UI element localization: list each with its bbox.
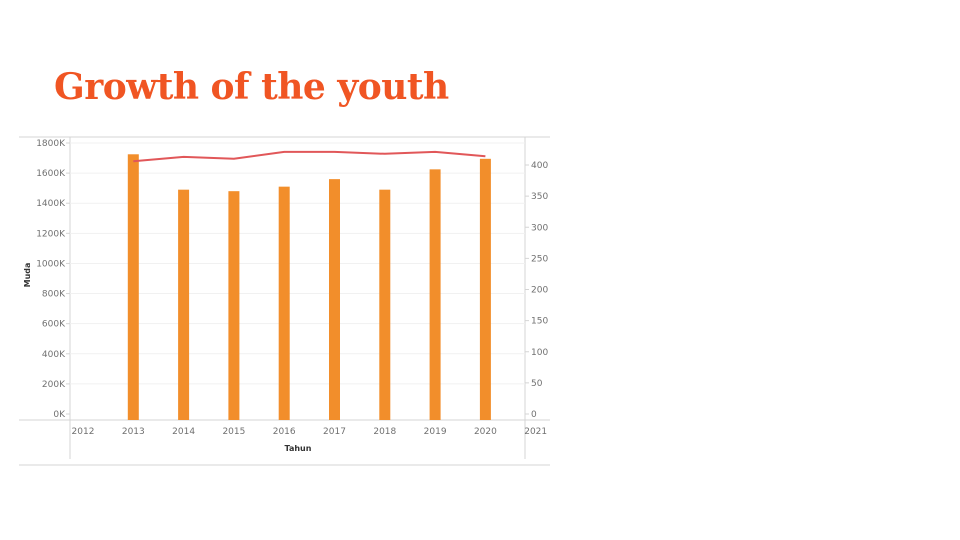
x-tick-label: 2019	[424, 427, 447, 437]
x-tick-label: 2020	[474, 427, 497, 437]
x-tick-label: 2017	[323, 427, 346, 437]
right-tick-label: 100	[531, 348, 548, 358]
bar	[228, 191, 240, 420]
bar	[178, 189, 190, 420]
bar	[479, 158, 491, 420]
right-tick-label: 300	[531, 223, 548, 233]
line-series	[133, 150, 486, 163]
left-tick-label: 200K	[42, 380, 66, 390]
slide-title: Growth of the youth	[54, 66, 449, 108]
bar	[127, 154, 139, 420]
right-tick-label: 350	[531, 192, 548, 202]
left-axis: 0K 200K 400K 600K 800K 1000K 1200K 1400K 1600K 18…	[36, 139, 70, 420]
x-axis: 2012 2013 2014 2015 2016 2017 2018 2019 2020 2021	[72, 427, 548, 437]
bar	[429, 169, 441, 420]
gridlines	[70, 142, 525, 385]
line-path	[133, 150, 486, 163]
left-tick-label: 400K	[42, 350, 66, 360]
left-tick-label: 1800K	[36, 139, 66, 149]
x-axis-title: Tahun	[285, 444, 312, 453]
right-tick-label: 150	[531, 317, 548, 327]
right-tick-label: 50	[531, 379, 543, 389]
right-axis: 0 50 100 150 200 250 300 350 400	[525, 161, 548, 420]
x-tick-label: 2016	[273, 427, 296, 437]
x-tick-label: 2012	[72, 427, 95, 437]
bars	[127, 154, 491, 420]
x-tick-label: 2013	[122, 427, 145, 437]
bar	[329, 179, 340, 420]
x-tick-label: 2021	[524, 427, 547, 437]
right-tick-label: 250	[531, 254, 548, 264]
left-tick-label: 1200K	[36, 229, 66, 239]
left-tick-label: 1000K	[36, 259, 66, 269]
left-tick-label: 1400K	[36, 199, 66, 209]
y-axis-title: Muda	[23, 263, 32, 288]
left-tick-label: 1600K	[36, 169, 66, 179]
left-tick-label: 800K	[42, 290, 66, 300]
right-tick-label: 200	[531, 286, 548, 296]
x-tick-label: 2015	[222, 427, 245, 437]
bar	[278, 186, 290, 420]
right-tick-label: 0	[531, 410, 537, 420]
left-tick-label: 0K	[53, 410, 66, 420]
x-tick-label: 2018	[373, 427, 396, 437]
right-tick-label: 400	[531, 161, 548, 171]
left-tick-label: 600K	[42, 320, 66, 330]
x-tick-label: 2014	[172, 427, 195, 437]
bar	[379, 189, 391, 420]
